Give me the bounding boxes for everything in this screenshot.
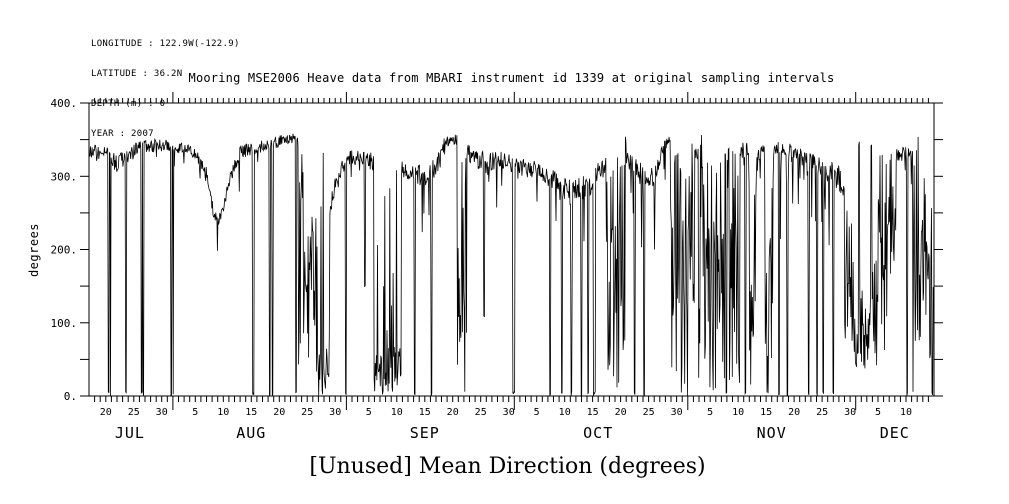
x-month-label: JUL (115, 424, 145, 442)
x-tick-label: 20 (615, 407, 627, 418)
x-tick-label: 30 (671, 407, 683, 418)
x-tick-label: 25 (301, 407, 313, 418)
x-month-label: SEP (410, 424, 440, 442)
x-tick-label: 30 (844, 407, 856, 418)
chart-title: Mooring MSE2006 Heave data from MBARI in… (188, 71, 835, 85)
x-month-label: AUG (236, 424, 266, 442)
y-tick-label: 200. (51, 244, 78, 257)
x-tick-label: 30 (156, 407, 168, 418)
x-tick-label: 10 (732, 407, 744, 418)
metadata-depth: DEPTH (m) : 0 (91, 99, 166, 109)
y-tick-label: 300. (51, 170, 78, 183)
data-series-path (88, 133, 934, 397)
x-tick-label: 25 (643, 407, 655, 418)
x-tick-label: 15 (587, 407, 599, 418)
x-tick-label: 30 (329, 407, 341, 418)
x-tick-label: 15 (760, 407, 772, 418)
x-tick-label: 20 (100, 407, 112, 418)
x-tick-label: 5 (534, 407, 540, 418)
y-tick-label: 100. (51, 317, 78, 330)
metadata-year: YEAR : 2007 (91, 129, 154, 139)
x-axis-caption: [Unused] Mean Direction (degrees) (309, 454, 706, 479)
metadata-block: LONGITUDE : 122.9W(-122.9) LATITUDE : 36… (91, 19, 240, 159)
x-tick-label: 5 (875, 407, 881, 418)
y-tick-label: 400. (51, 97, 78, 110)
x-month-label: NOV (757, 424, 787, 442)
x-tick-label: 5 (366, 407, 372, 418)
x-tick-label: 10 (900, 407, 912, 418)
x-tick-label: 20 (447, 407, 459, 418)
x-month-label: OCT (583, 424, 613, 442)
x-tick-label: 5 (707, 407, 713, 418)
x-tick-label: 20 (273, 407, 285, 418)
x-month-label: DEC (880, 424, 910, 442)
x-tick-label: 30 (503, 407, 515, 418)
x-tick-label: 10 (217, 407, 229, 418)
x-tick-label: 25 (816, 407, 828, 418)
x-tick-label: 10 (391, 407, 403, 418)
x-tick-label: 20 (788, 407, 800, 418)
metadata-latitude: LATITUDE : 36.2N (91, 69, 183, 79)
y-tick-label: 0. (64, 390, 77, 403)
x-tick-label: 10 (559, 407, 571, 418)
plot-frame (88, 102, 935, 397)
x-tick-label: 25 (128, 407, 140, 418)
x-tick-label: 15 (419, 407, 431, 418)
x-tick-label: 25 (475, 407, 487, 418)
x-tick-label: 5 (192, 407, 198, 418)
x-tick-label: 15 (245, 407, 257, 418)
metadata-longitude: LONGITUDE : 122.9W(-122.9) (91, 39, 240, 49)
